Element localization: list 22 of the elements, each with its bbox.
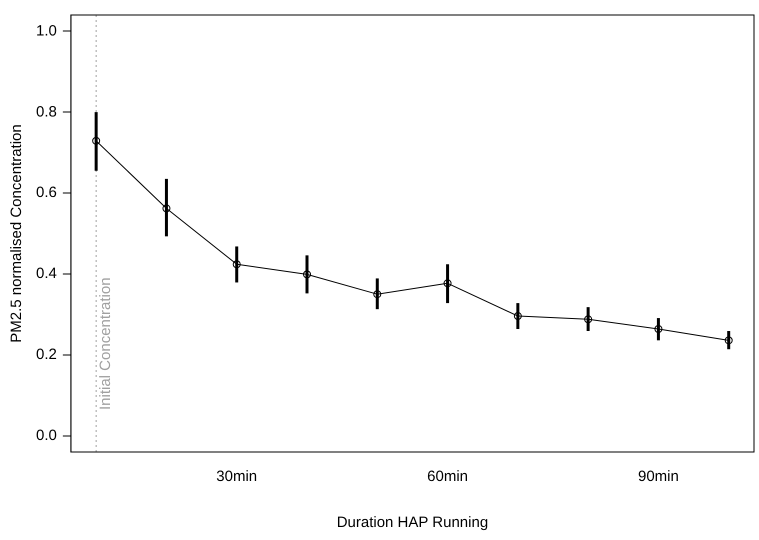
y-axis-title: PM2.5 normalised Concentration bbox=[8, 124, 26, 343]
point bbox=[444, 279, 452, 288]
point bbox=[514, 312, 522, 320]
point bbox=[654, 324, 662, 333]
y-tick-label: 1.0 bbox=[36, 22, 57, 40]
point bbox=[373, 290, 382, 298]
point bbox=[724, 336, 733, 344]
x-tick-label: 90min bbox=[638, 468, 679, 486]
y-tick-label: 0.0 bbox=[36, 426, 57, 444]
x-tick-label: 30min bbox=[216, 468, 258, 486]
ref-line-label: Initial Concentration bbox=[97, 277, 114, 410]
point bbox=[303, 270, 311, 278]
x-tick-label: 60min bbox=[427, 468, 468, 486]
point bbox=[162, 204, 170, 212]
y-tick-label: 0.2 bbox=[36, 346, 57, 364]
y-tick-label: 0.4 bbox=[36, 265, 57, 282]
point bbox=[232, 260, 241, 268]
y-tick-label: 0.8 bbox=[36, 103, 57, 120]
point bbox=[584, 315, 592, 324]
point bbox=[92, 136, 100, 145]
y-tick-label: 0.6 bbox=[36, 184, 57, 202]
x-axis-title: Duration HAP Running bbox=[336, 514, 488, 532]
